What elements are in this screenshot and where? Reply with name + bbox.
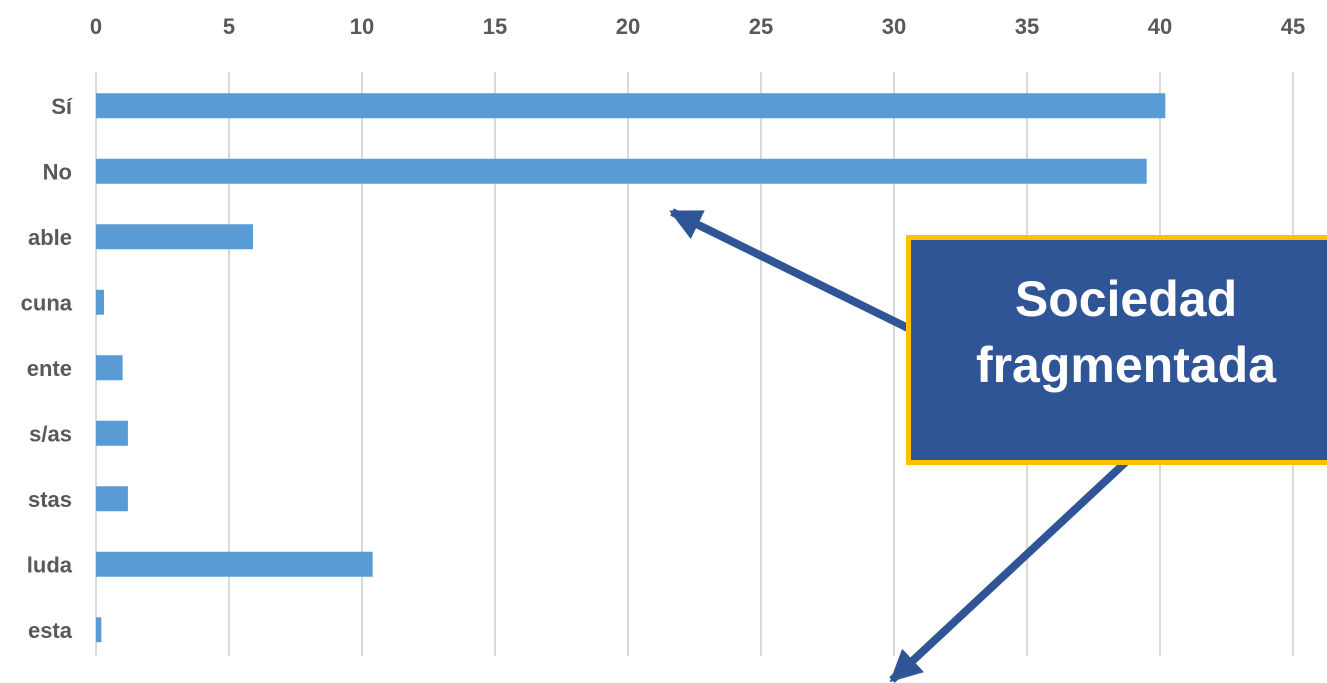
y-axis-category-labels: Sí No able cuna ente s/as stas luda esta — [21, 94, 73, 643]
x-tick-label: 20 — [616, 14, 640, 39]
category-label: stas — [28, 487, 72, 512]
bar — [96, 93, 1166, 119]
bar — [96, 158, 1147, 184]
bar — [96, 617, 102, 643]
bar — [96, 420, 128, 446]
category-label: ente — [27, 356, 72, 381]
x-tick-label: 25 — [749, 14, 773, 39]
category-label: Sí — [51, 94, 73, 119]
callout-box: Sociedad fragmentada — [906, 235, 1327, 465]
x-axis-ticks: 0 5 10 15 20 25 30 35 40 45 — [90, 14, 1305, 39]
category-label: s/as — [29, 421, 72, 446]
category-label: No — [43, 159, 72, 184]
x-tick-label: 5 — [223, 14, 235, 39]
category-label: luda — [27, 552, 73, 577]
callout-line-1: Sociedad — [1014, 271, 1238, 327]
x-tick-label: 15 — [483, 14, 507, 39]
bar — [96, 224, 253, 250]
category-label: esta — [28, 618, 73, 643]
category-label: able — [28, 225, 72, 250]
x-tick-label: 30 — [882, 14, 906, 39]
callout-arrow-up — [669, 208, 914, 334]
bars — [96, 93, 1166, 643]
callout-arrow-down — [889, 457, 1131, 683]
x-tick-label: 10 — [350, 14, 374, 39]
bar — [96, 289, 104, 315]
bar — [96, 551, 373, 577]
bar — [96, 486, 128, 512]
x-tick-label: 45 — [1281, 14, 1305, 39]
category-label: cuna — [21, 290, 73, 315]
x-tick-label: 0 — [90, 14, 102, 39]
bar — [96, 355, 123, 381]
x-tick-label: 40 — [1148, 14, 1172, 39]
callout-line-2: fragmentada — [975, 337, 1277, 393]
x-tick-label: 35 — [1015, 14, 1039, 39]
